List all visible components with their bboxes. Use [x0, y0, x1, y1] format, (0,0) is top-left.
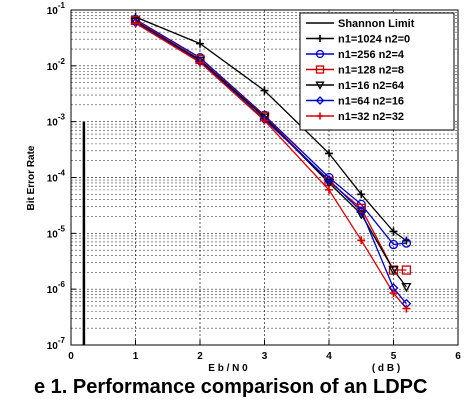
data-point: [356, 203, 366, 214]
data-point: [401, 265, 412, 275]
data-point: [357, 236, 366, 245]
legend-marker: [315, 65, 325, 74]
data-point: [356, 210, 367, 220]
x-ticks: 0 1 2 3 4 5 6: [68, 340, 461, 362]
legend-marker: [316, 35, 324, 42]
legend-entry-label: n1=32 n2=32: [338, 111, 404, 123]
x-tick-label: 4: [326, 351, 332, 362]
legend-box: [299, 12, 455, 131]
data-point: [323, 179, 335, 189]
data-point: [402, 304, 411, 313]
legend-marker: [316, 112, 324, 120]
ber-chart: 0 1 2 3 4 5 6 10-7 10-6 10-5 10-4 10-3 10-2 10-1 E b…: [26, 1, 461, 374]
data-point: [196, 39, 204, 48]
y-ticks: 10-7 10-6 10-5 10-4 10-3 10-2 10-1: [47, 1, 76, 352]
data-point: [401, 283, 412, 293]
x-tick-label: 0: [68, 351, 74, 362]
grid: [70, 9, 459, 346]
x-tick-label: 3: [262, 351, 268, 362]
y-tick-label: 10-2: [47, 57, 66, 73]
legend-entry-label: n1=16 n2=64: [338, 80, 405, 92]
y-tick-label: 10-1: [47, 1, 66, 17]
data-point: [389, 289, 398, 298]
data-point: [325, 149, 333, 158]
data-point: [196, 58, 204, 67]
data-point: [388, 266, 399, 276]
y-tick-label: 10-7: [47, 336, 66, 352]
figure-caption: e 1. Performance comparison of an LDPC: [34, 376, 428, 398]
data-point: [356, 206, 367, 217]
legend-marker: [315, 96, 325, 105]
data-point: [260, 116, 269, 125]
legend-marker: [315, 81, 325, 90]
legend: Shannon Limit n1=1024 n2=0 n1=256 n2=4 n1=1…: [299, 12, 455, 131]
data-point: [324, 175, 334, 185]
y-tick-label: 10-5: [47, 224, 66, 240]
data-point: [388, 239, 399, 250]
data-point: [325, 185, 333, 194]
data-point: [401, 238, 412, 248]
data-point: [389, 227, 398, 236]
x-tick-label: 1: [133, 351, 139, 362]
y-axis-label: Bit Error Rate: [26, 145, 37, 210]
y-tick-label: 10-4: [47, 169, 66, 185]
legend-entry-label: n1=256 n2=4: [338, 49, 405, 61]
y-tick-label: 10-3: [47, 113, 66, 129]
series-markers: [130, 12, 412, 313]
x-axis-unit: ( d B ): [372, 363, 400, 374]
data-point: [131, 19, 140, 28]
legend-entry-label: n1=1024 n2=0: [338, 34, 410, 46]
data-point: [324, 176, 334, 187]
y-tick-label: 10-6: [47, 280, 66, 296]
data-point: [357, 190, 366, 199]
legend-entry-label: Shannon Limit: [338, 18, 415, 30]
x-axis-label: E b / N 0: [208, 363, 248, 374]
legend-entry-label: n1=128 n2=8: [338, 65, 404, 77]
legend-marker: [315, 49, 325, 59]
x-tick-label: 6: [455, 351, 461, 362]
x-tick-label: 2: [197, 351, 203, 362]
data-point: [260, 86, 269, 95]
x-tick-label: 5: [391, 351, 397, 362]
legend-entry-label: n1=64 n2=16: [338, 96, 404, 108]
